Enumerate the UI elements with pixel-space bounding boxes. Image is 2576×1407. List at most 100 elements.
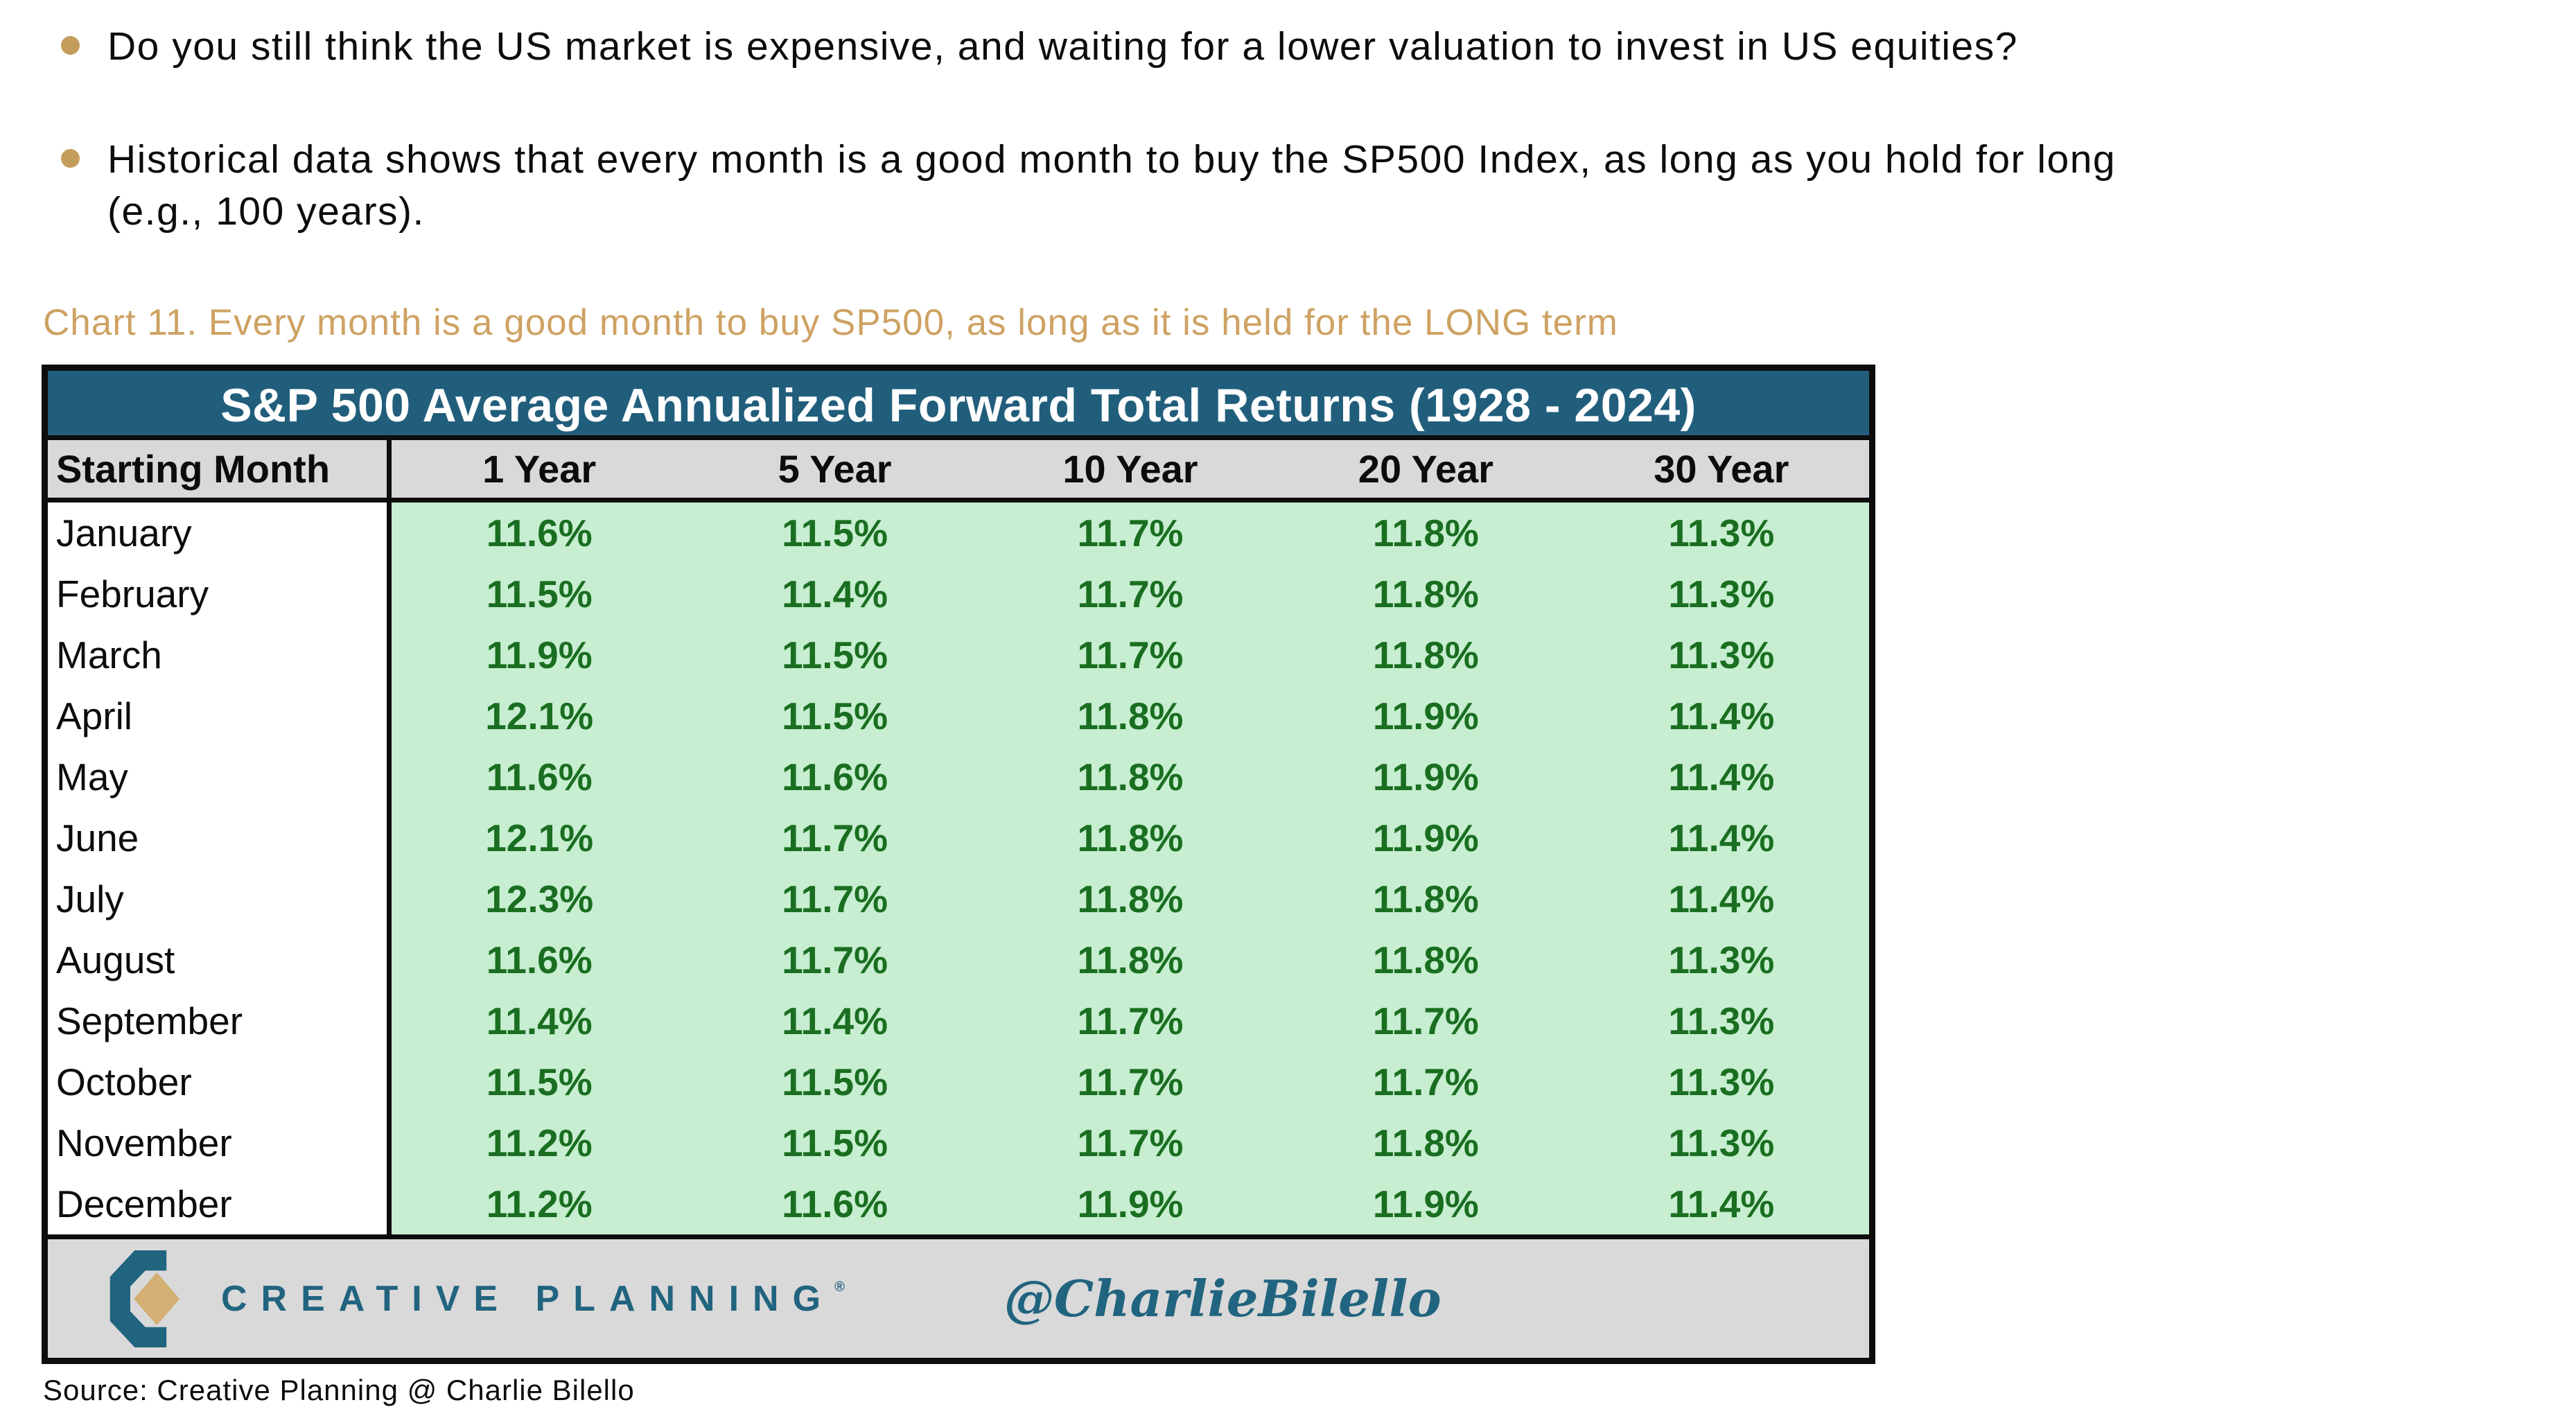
table-row: October 11.5% 11.5% 11.7% 11.7% 11.3%	[48, 1051, 1869, 1112]
value-cell: 11.5%	[782, 633, 888, 676]
value-cell: 11.9%	[1372, 816, 1479, 859]
value-cells: 12.1% 11.5% 11.8% 11.9% 11.4%	[392, 685, 1869, 746]
value-cell: 11.4%	[782, 573, 888, 615]
table-row: July 12.3% 11.7% 11.8% 11.8% 11.4%	[48, 868, 1869, 929]
value-cell: 11.6%	[486, 755, 593, 798]
bullet-list: Do you still think the US market is expe…	[0, 0, 2576, 238]
value-cells: 11.6% 11.7% 11.8% 11.8% 11.3%	[392, 929, 1869, 990]
month-cell: July	[48, 868, 392, 929]
value-cell: 11.4%	[486, 999, 593, 1042]
value-cell: 11.3%	[1668, 633, 1775, 676]
value-cell: 11.9%	[1372, 1182, 1479, 1225]
value-cell: 12.1%	[485, 816, 594, 859]
value-cell: 11.7%	[1077, 999, 1184, 1042]
table-row: May 11.6% 11.6% 11.8% 11.9% 11.4%	[48, 746, 1869, 807]
creative-planning-logo-icon	[109, 1250, 180, 1347]
value-cell: 11.7%	[1077, 573, 1184, 615]
value-cell: 11.8%	[1372, 512, 1479, 554]
month-cell: October	[48, 1051, 392, 1112]
month-cell: March	[48, 624, 392, 685]
value-cell: 11.4%	[1668, 1182, 1775, 1225]
month-cell: August	[48, 929, 392, 990]
value-cell: 11.9%	[486, 633, 593, 676]
value-cell: 12.1%	[485, 694, 594, 737]
table-row: June 12.1% 11.7% 11.8% 11.9% 11.4%	[48, 807, 1869, 868]
bullet-text: Historical data shows that every month i…	[107, 134, 2527, 238]
value-cell: 11.4%	[1668, 694, 1775, 737]
month-cell: December	[48, 1173, 392, 1234]
value-cells: 11.5% 11.5% 11.7% 11.7% 11.3%	[392, 1051, 1869, 1112]
table-row: November 11.2% 11.5% 11.7% 11.8% 11.3%	[48, 1112, 1869, 1173]
bullet-text: Do you still think the US market is expe…	[107, 21, 2527, 73]
table-title: S&P 500 Average Annualized Forward Total…	[48, 371, 1869, 440]
brand-trademark: ®	[834, 1279, 845, 1295]
column-header: 1 Year	[482, 447, 597, 491]
bullet-item: Historical data shows that every month i…	[61, 134, 2527, 238]
table-row: September 11.4% 11.4% 11.7% 11.7% 11.3%	[48, 990, 1869, 1051]
value-cells: 11.4% 11.4% 11.7% 11.7% 11.3%	[392, 990, 1869, 1051]
value-cell: 11.9%	[1372, 755, 1479, 798]
value-cell: 11.3%	[1668, 938, 1775, 981]
value-cell: 11.8%	[1372, 633, 1479, 676]
value-cell: 11.2%	[486, 1182, 593, 1225]
twitter-handle: @CharlieBilello	[1004, 1269, 1442, 1328]
value-cell: 11.7%	[782, 816, 888, 859]
table-row: April 12.1% 11.5% 11.8% 11.9% 11.4%	[48, 685, 1869, 746]
bullet-line: Do you still think the US market is expe…	[107, 24, 2018, 69]
value-cell: 11.4%	[1668, 816, 1775, 859]
value-cells: 12.3% 11.7% 11.8% 11.8% 11.4%	[392, 868, 1869, 929]
column-header: Starting Month	[48, 440, 392, 498]
value-cell: 11.8%	[1077, 938, 1184, 981]
value-cells: 11.6% 11.5% 11.7% 11.8% 11.3%	[392, 503, 1869, 563]
value-cell: 11.8%	[1077, 694, 1184, 737]
brand-name: CREATIVE PLANNING®	[221, 1278, 845, 1320]
value-cell: 11.5%	[782, 1121, 888, 1164]
value-cell: 11.5%	[782, 694, 888, 737]
table-row: March 11.9% 11.5% 11.7% 11.8% 11.3%	[48, 624, 1869, 685]
value-cells: 11.2% 11.5% 11.7% 11.8% 11.3%	[392, 1112, 1869, 1173]
table-header-row: Starting Month 1 Year 5 Year 10 Year 20 Year…	[48, 440, 1869, 503]
table-row: January 11.6% 11.5% 11.7% 11.8% 11.3%	[48, 503, 1869, 563]
table-footer: CREATIVE PLANNING® @CharlieBilello	[48, 1234, 1869, 1358]
value-cell: 11.9%	[1077, 1182, 1184, 1225]
value-cell: 11.7%	[782, 877, 888, 920]
value-cell: 11.7%	[782, 938, 888, 981]
value-cell: 11.2%	[486, 1121, 593, 1164]
column-header: 20 Year	[1358, 447, 1493, 491]
value-cell: 11.7%	[1077, 512, 1184, 554]
value-cell: 11.6%	[782, 755, 888, 798]
value-cell: 11.6%	[782, 1182, 888, 1225]
value-cell: 11.7%	[1372, 1060, 1479, 1103]
returns-table: S&P 500 Average Annualized Forward Total…	[42, 365, 1875, 1364]
value-cell: 11.8%	[1077, 816, 1184, 859]
column-header: 30 Year	[1654, 447, 1789, 491]
value-cell: 11.3%	[1668, 1060, 1775, 1103]
value-cell: 11.8%	[1372, 573, 1479, 615]
value-cells: 12.1% 11.7% 11.8% 11.9% 11.4%	[392, 807, 1869, 868]
value-cell: 11.8%	[1077, 755, 1184, 798]
month-cell: May	[48, 746, 392, 807]
month-cell: February	[48, 563, 392, 624]
value-cell: 11.5%	[782, 1060, 888, 1103]
month-cell: June	[48, 807, 392, 868]
table-row: August 11.6% 11.7% 11.8% 11.8% 11.3%	[48, 929, 1869, 990]
table-row: December 11.2% 11.6% 11.9% 11.9% 11.4%	[48, 1173, 1869, 1234]
value-cells: 11.9% 11.5% 11.7% 11.8% 11.3%	[392, 624, 1869, 685]
value-cell: 11.8%	[1372, 938, 1479, 981]
column-header: 5 Year	[778, 447, 892, 491]
bullet-line: (e.g., 100 years).	[107, 189, 425, 234]
bullet-icon	[61, 36, 80, 55]
value-cell: 11.3%	[1668, 1121, 1775, 1164]
value-cell: 11.7%	[1077, 1121, 1184, 1164]
value-cell: 11.8%	[1077, 877, 1184, 920]
value-cells: 11.2% 11.6% 11.9% 11.9% 11.4%	[392, 1173, 1869, 1234]
value-cell: 11.9%	[1372, 694, 1479, 737]
value-cell: 11.8%	[1372, 877, 1479, 920]
value-cell: 11.8%	[1372, 1121, 1479, 1164]
month-cell: January	[48, 503, 392, 563]
value-cell: 11.7%	[1077, 1060, 1184, 1103]
column-header: 10 Year	[1062, 447, 1198, 491]
bullet-item: Do you still think the US market is expe…	[61, 21, 2527, 73]
value-cell: 12.3%	[485, 877, 594, 920]
bullet-line: Historical data shows that every month i…	[107, 137, 2117, 182]
